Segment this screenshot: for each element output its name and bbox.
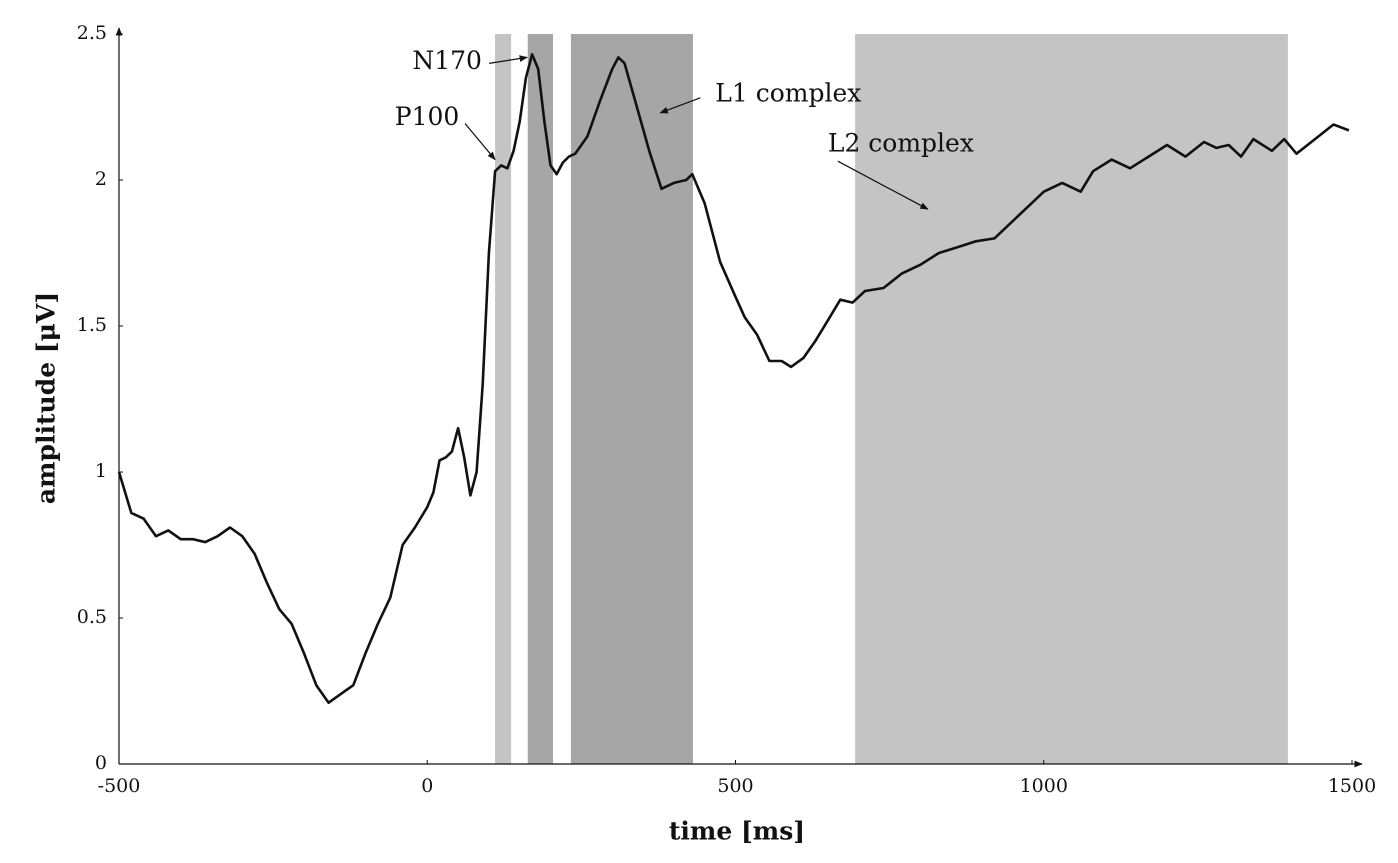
y-axis-label: amplitude [μV]	[32, 292, 61, 504]
y-tick-label: 2.5	[77, 22, 107, 44]
x-tick-label: 1500	[1328, 775, 1376, 797]
x-axis-label: time [ms]	[669, 817, 805, 846]
annotation: N170	[412, 46, 482, 75]
x-tick-label: -500	[98, 775, 141, 797]
annotation: L2 complex	[828, 129, 974, 158]
x-tick-label: 0	[421, 775, 433, 797]
y-tick-label: 0.5	[77, 606, 107, 628]
shaded-window	[570, 34, 693, 764]
y-tick-label: 2	[95, 168, 107, 190]
y-tick-label: 1.5	[77, 314, 107, 336]
signal-line	[117, 53, 1350, 704]
x-tick-label: 500	[717, 775, 753, 797]
annotation-arrow	[659, 97, 701, 114]
shaded-window	[495, 34, 512, 764]
annotation-arrow	[464, 123, 496, 161]
shaded-window	[855, 34, 1288, 764]
annotation-arrow	[837, 160, 929, 210]
y-tick-label: 1	[95, 460, 107, 482]
annotation-arrow	[489, 55, 528, 64]
shaded-window	[527, 34, 554, 764]
x-tick-label: 1000	[1020, 775, 1068, 797]
annotation: P100	[395, 102, 460, 131]
annotation: L1 complex	[715, 78, 861, 107]
y-tick-label: 0	[95, 752, 107, 774]
